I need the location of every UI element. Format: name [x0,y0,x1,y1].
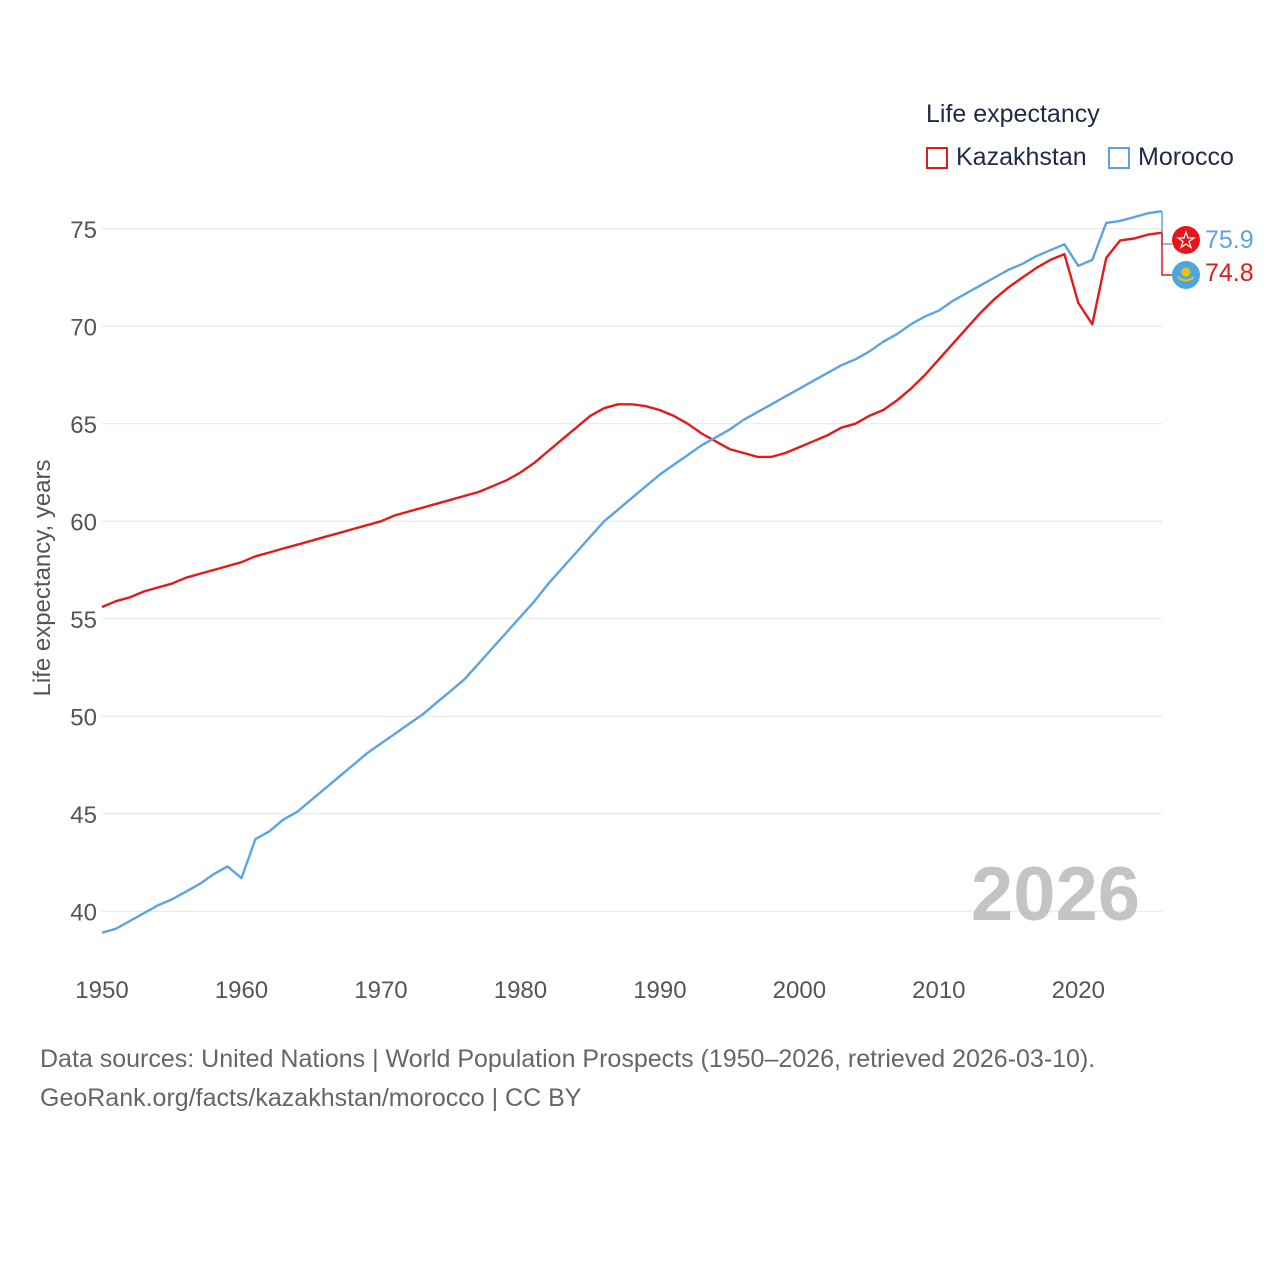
x-axis-ticks: 1950 1960 1970 1980 1990 2000 2010 2020 [75,977,1105,1004]
x-tick-label: 1970 [354,977,407,1004]
y-tick-label: 40 [70,899,97,926]
y-tick-label: 45 [70,802,97,829]
x-tick-label: 1960 [215,977,268,1004]
morocco-swatch-icon [1108,146,1130,169]
y-tick-label: 50 [70,704,97,731]
legend-label-morocco: Morocco [1138,143,1234,171]
y-axis-ticks: 40 45 50 55 60 65 70 75 [70,217,97,927]
grid-lines [102,228,1162,912]
y-tick-label: 55 [70,607,97,634]
current-year-label: 2026 [971,852,1140,937]
series-line-kazakhstan [101,231,1163,609]
morocco-end-connector [1161,211,1172,245]
morocco-end-value: 75.9 [1205,226,1254,254]
source-line-2[interactable]: GeoRank.org/facts/kazakhstan/morocco | C… [40,1084,582,1112]
kazakhstan-end-value: 74.8 [1205,259,1254,287]
y-tick-label: 60 [70,509,97,536]
y-tick-label: 75 [70,217,97,244]
x-tick-label: 1980 [494,977,547,1004]
end-markers: 75.9 74.8 [1161,211,1254,289]
x-tick-label: 1950 [75,977,128,1004]
x-tick-label: 2020 [1052,977,1105,1004]
x-tick-label: 2000 [773,977,826,1004]
legend-title: Life expectancy [926,100,1100,128]
kazakhstan-flag-icon [1172,261,1200,289]
legend-label-kazakhstan: Kazakhstan [956,143,1087,171]
legend-item-kazakhstan[interactable]: Kazakhstan [926,143,1087,172]
y-tick-label: 70 [70,314,97,341]
x-tick-label: 1990 [633,977,686,1004]
morocco-flag-icon [1172,226,1200,254]
y-axis-title: Life expectancy, years [29,459,56,696]
source-line-1: Data sources: United Nations | World Pop… [40,1045,1096,1073]
x-tick-label: 2010 [912,977,965,1004]
kazakhstan-end-connector [1161,232,1172,276]
legend-item-morocco[interactable]: Morocco [1108,143,1234,172]
kazakhstan-swatch-icon [926,146,948,169]
y-tick-label: 65 [70,412,97,439]
series-line-morocco [101,210,1163,934]
series-lines [101,210,1163,934]
